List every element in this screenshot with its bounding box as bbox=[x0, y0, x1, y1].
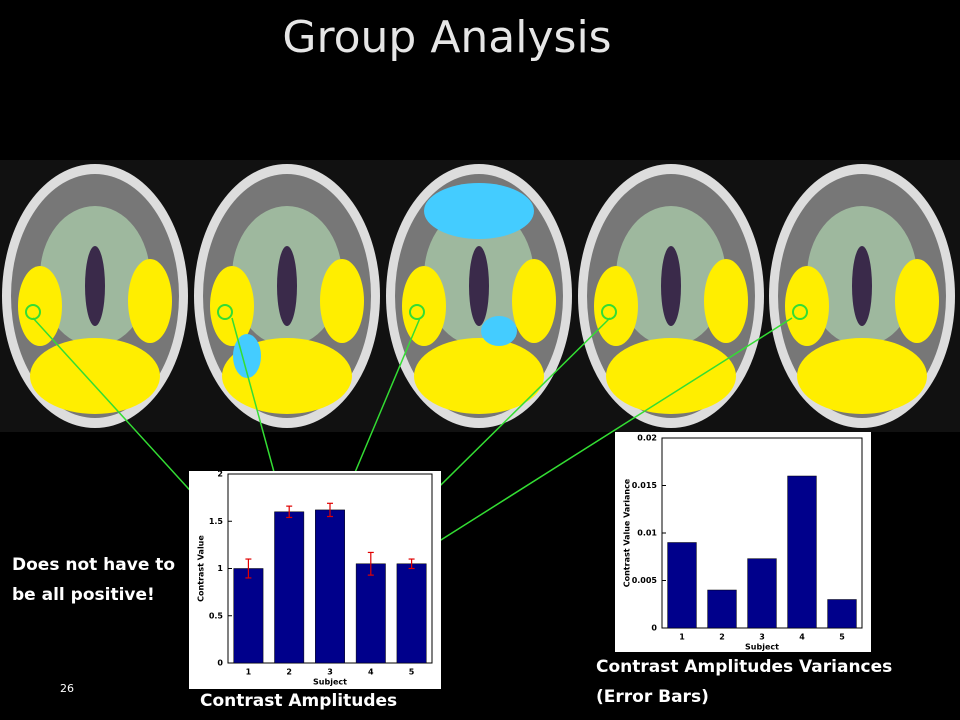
error-bar bbox=[367, 551, 374, 576]
note-line: be all positive! bbox=[12, 585, 155, 605]
bar bbox=[315, 509, 345, 664]
y-axis-label: Contrast Value Variance bbox=[623, 478, 632, 587]
bar bbox=[396, 563, 427, 664]
error-bar bbox=[245, 558, 252, 579]
y-axis-label: Contrast Value bbox=[197, 535, 206, 602]
ventricle bbox=[852, 246, 872, 326]
x-tick-label: 4 bbox=[799, 633, 805, 642]
activation bbox=[704, 259, 748, 343]
activation bbox=[30, 338, 160, 414]
roi-circle bbox=[792, 304, 808, 320]
x-tick-label: 5 bbox=[839, 633, 845, 642]
bar bbox=[355, 563, 386, 664]
activation bbox=[320, 259, 364, 343]
bar bbox=[787, 475, 817, 629]
caption: (Error Bars) bbox=[596, 687, 709, 707]
ventricle bbox=[85, 246, 105, 326]
y-tick-label: 0.005 bbox=[632, 576, 658, 585]
bar bbox=[707, 589, 737, 629]
error-bar bbox=[408, 558, 415, 570]
x-tick-label: 3 bbox=[759, 633, 765, 642]
roi-circle bbox=[409, 304, 425, 320]
activation bbox=[414, 338, 544, 414]
activation bbox=[895, 259, 939, 343]
ventricle bbox=[277, 246, 297, 326]
bar bbox=[233, 568, 264, 664]
x-tick-label: 5 bbox=[409, 668, 415, 677]
activation bbox=[606, 338, 736, 414]
deactivation bbox=[481, 316, 517, 346]
chart: 0 0.5 1 1.5 2 1 2 3 4 5 Subject Contrast Value bbox=[189, 470, 441, 689]
ventricle bbox=[661, 246, 681, 326]
caption: Contrast Amplitudes Variances bbox=[596, 657, 892, 677]
x-axis-label: Subject bbox=[745, 643, 779, 652]
y-tick-label: 1 bbox=[217, 564, 223, 573]
y-tick-label: 0 bbox=[651, 624, 657, 633]
activation bbox=[402, 266, 446, 346]
bar bbox=[274, 511, 305, 664]
y-tick-label: 0.01 bbox=[637, 529, 657, 538]
bar bbox=[827, 599, 857, 629]
y-tick-label: 1.5 bbox=[209, 517, 224, 526]
error-bar bbox=[327, 502, 333, 518]
activation bbox=[594, 266, 638, 346]
arrow bbox=[414, 317, 793, 557]
x-tick-label: 1 bbox=[246, 668, 252, 677]
x-axis-label: Subject bbox=[313, 678, 347, 687]
activation bbox=[797, 338, 927, 414]
roi-circle bbox=[217, 304, 233, 320]
brain-strip bbox=[0, 160, 960, 432]
bar bbox=[667, 542, 697, 629]
x-tick-label: 1 bbox=[679, 633, 685, 642]
x-tick-label: 4 bbox=[368, 668, 374, 677]
y-tick-label: 0.015 bbox=[632, 481, 658, 490]
activation bbox=[18, 266, 62, 346]
note-line: Does not have to bbox=[12, 555, 175, 575]
error-bar bbox=[286, 505, 293, 519]
activation bbox=[512, 259, 556, 343]
deactivation bbox=[424, 183, 534, 239]
slide-title: Group Analysis bbox=[282, 12, 611, 63]
activation bbox=[128, 259, 172, 343]
activation bbox=[210, 266, 254, 346]
brain-images bbox=[2, 164, 955, 428]
x-tick-label: 2 bbox=[286, 668, 292, 677]
y-tick-label: 0 bbox=[217, 659, 223, 668]
y-tick-label: 2 bbox=[217, 470, 223, 479]
activation bbox=[785, 266, 829, 346]
bar bbox=[747, 558, 777, 629]
ventricle bbox=[469, 246, 489, 326]
y-tick-label: 0.02 bbox=[637, 434, 657, 443]
x-tick-label: 2 bbox=[719, 633, 725, 642]
y-tick-label: 0.5 bbox=[209, 611, 224, 620]
chart: 0 0.005 0.01 0.015 0.02 1 2 3 4 5 Subject Contrast … bbox=[615, 432, 871, 652]
x-tick-label: 3 bbox=[327, 668, 333, 677]
caption: Contrast Amplitudes bbox=[200, 691, 397, 711]
page-number: 26 bbox=[60, 682, 74, 695]
